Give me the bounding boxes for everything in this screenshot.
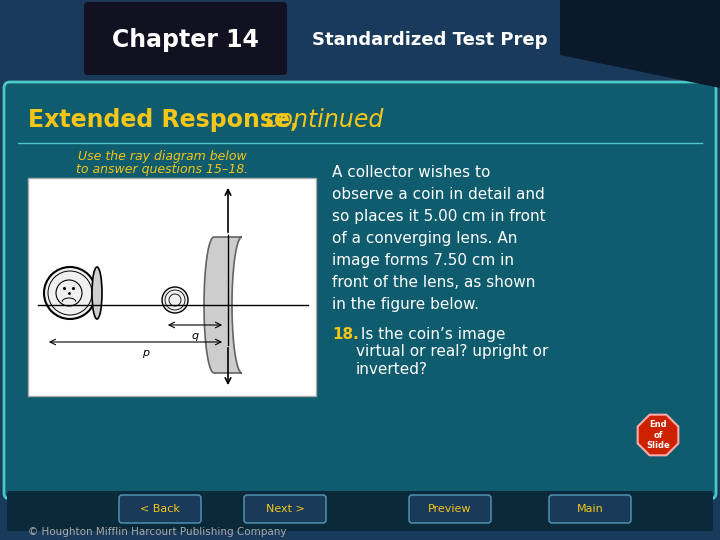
Text: continued: continued	[258, 108, 383, 132]
Text: p: p	[142, 348, 149, 358]
Polygon shape	[638, 415, 678, 455]
FancyBboxPatch shape	[28, 178, 316, 396]
Text: End
of
Slide: End of Slide	[646, 420, 670, 450]
Ellipse shape	[92, 267, 102, 319]
Text: in the figure below.: in the figure below.	[332, 297, 479, 312]
Polygon shape	[204, 237, 242, 373]
FancyBboxPatch shape	[4, 82, 716, 499]
Text: of a converging lens. An: of a converging lens. An	[332, 231, 518, 246]
Text: 18.: 18.	[332, 327, 359, 342]
Text: Preview: Preview	[428, 504, 472, 514]
FancyBboxPatch shape	[7, 491, 713, 531]
Text: A collector wishes to: A collector wishes to	[332, 165, 490, 180]
Text: © Houghton Mifflin Harcourt Publishing Company: © Houghton Mifflin Harcourt Publishing C…	[28, 527, 287, 537]
Polygon shape	[560, 0, 720, 88]
Text: front of the lens, as shown: front of the lens, as shown	[332, 275, 536, 290]
Text: to answer questions 15–18.: to answer questions 15–18.	[76, 163, 248, 176]
FancyBboxPatch shape	[84, 2, 287, 75]
Text: Main: Main	[577, 504, 603, 514]
Text: so places it 5.00 cm in front: so places it 5.00 cm in front	[332, 209, 546, 224]
Text: < Back: < Back	[140, 504, 180, 514]
Text: q: q	[192, 331, 199, 341]
Text: Use the ray diagram below: Use the ray diagram below	[78, 150, 246, 163]
Circle shape	[162, 287, 188, 313]
FancyBboxPatch shape	[409, 495, 491, 523]
Text: image forms 7.50 cm in: image forms 7.50 cm in	[332, 253, 514, 268]
Text: Is the coin’s image
virtual or real? upright or
inverted?: Is the coin’s image virtual or real? upr…	[356, 327, 549, 377]
FancyBboxPatch shape	[119, 495, 201, 523]
Circle shape	[44, 267, 96, 319]
FancyBboxPatch shape	[244, 495, 326, 523]
Text: observe a coin in detail and: observe a coin in detail and	[332, 187, 545, 202]
Text: Next >: Next >	[266, 504, 305, 514]
FancyBboxPatch shape	[549, 495, 631, 523]
Text: Standardized Test Prep: Standardized Test Prep	[312, 31, 548, 49]
Text: Extended Response,: Extended Response,	[28, 108, 299, 132]
Text: Chapter 14: Chapter 14	[112, 28, 258, 52]
